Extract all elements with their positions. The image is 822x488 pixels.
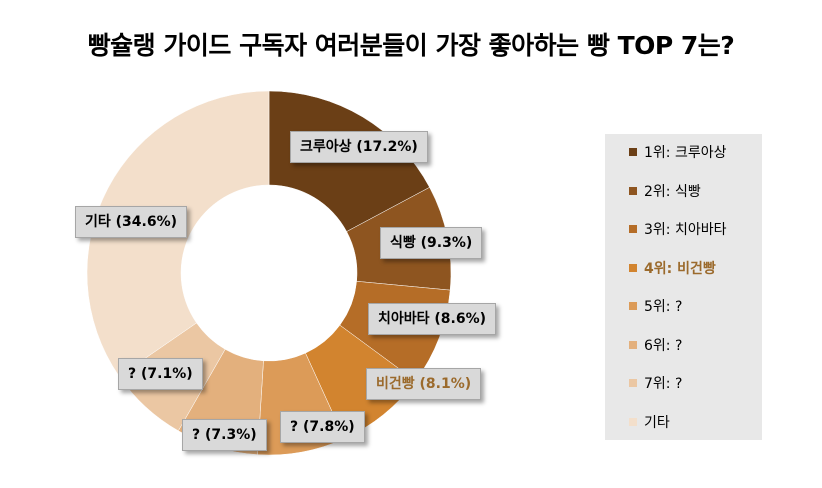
legend-label: 6위: ? — [644, 337, 683, 354]
legend-label: 2위: 식빵 — [644, 183, 701, 200]
legend-swatch — [629, 148, 637, 156]
legend-swatch — [629, 302, 637, 310]
legend-swatch — [629, 186, 637, 195]
data-label-8: 기타 (34.6%) — [75, 206, 188, 238]
data-label-4: 비건빵 (8.1%) — [366, 368, 482, 400]
chart-title: 빵슐랭 가이드 구독자 여러분들이 가장 좋아하는 빵 TOP 7는? — [87, 31, 735, 60]
legend-item-1: 1위: 크루아상 — [629, 142, 726, 162]
legend-label: 1위: 크루아상 — [644, 145, 727, 161]
data-label-3: 치아바타 (8.6%) — [368, 303, 497, 335]
legend-label: 3위: 치아바타 — [644, 222, 727, 238]
legend-label: 5위: ? — [644, 299, 683, 315]
legend-item-6: 6위: ? — [629, 335, 682, 355]
legend-swatch — [629, 340, 637, 349]
data-label-7: ? (7.1%) — [118, 358, 203, 390]
legend-swatch — [629, 417, 637, 426]
legend-swatch — [629, 263, 637, 272]
legend-item-3: 3위: 치아바타 — [629, 219, 726, 239]
legend-swatch — [629, 379, 637, 387]
data-label-2: 식빵 (9.3%) — [380, 227, 483, 259]
data-label-6: ? (7.3%) — [182, 419, 267, 451]
legend-swatch — [629, 225, 637, 233]
legend-label: 4위: 비건빵 — [644, 260, 716, 277]
legend-item-8: 기타 — [629, 412, 670, 432]
legend-label: 기타 — [644, 414, 670, 431]
data-label-5: ? (7.8%) — [280, 411, 365, 443]
legend-item-4: 4위: 비건빵 — [629, 258, 716, 278]
legend-item-7: 7위: ? — [629, 373, 682, 393]
legend-label: 7위: ? — [644, 376, 683, 392]
legend-item-5: 5위: ? — [629, 296, 682, 316]
legend: 1위: 크루아상 2위: 식빵 3위: 치아바타 4위: 비건빵 5위: ? 6위: ? 7… — [605, 134, 762, 440]
legend-item-2: 2위: 식빵 — [629, 181, 701, 201]
data-label-1: 크루아상 (17.2%) — [290, 131, 428, 163]
